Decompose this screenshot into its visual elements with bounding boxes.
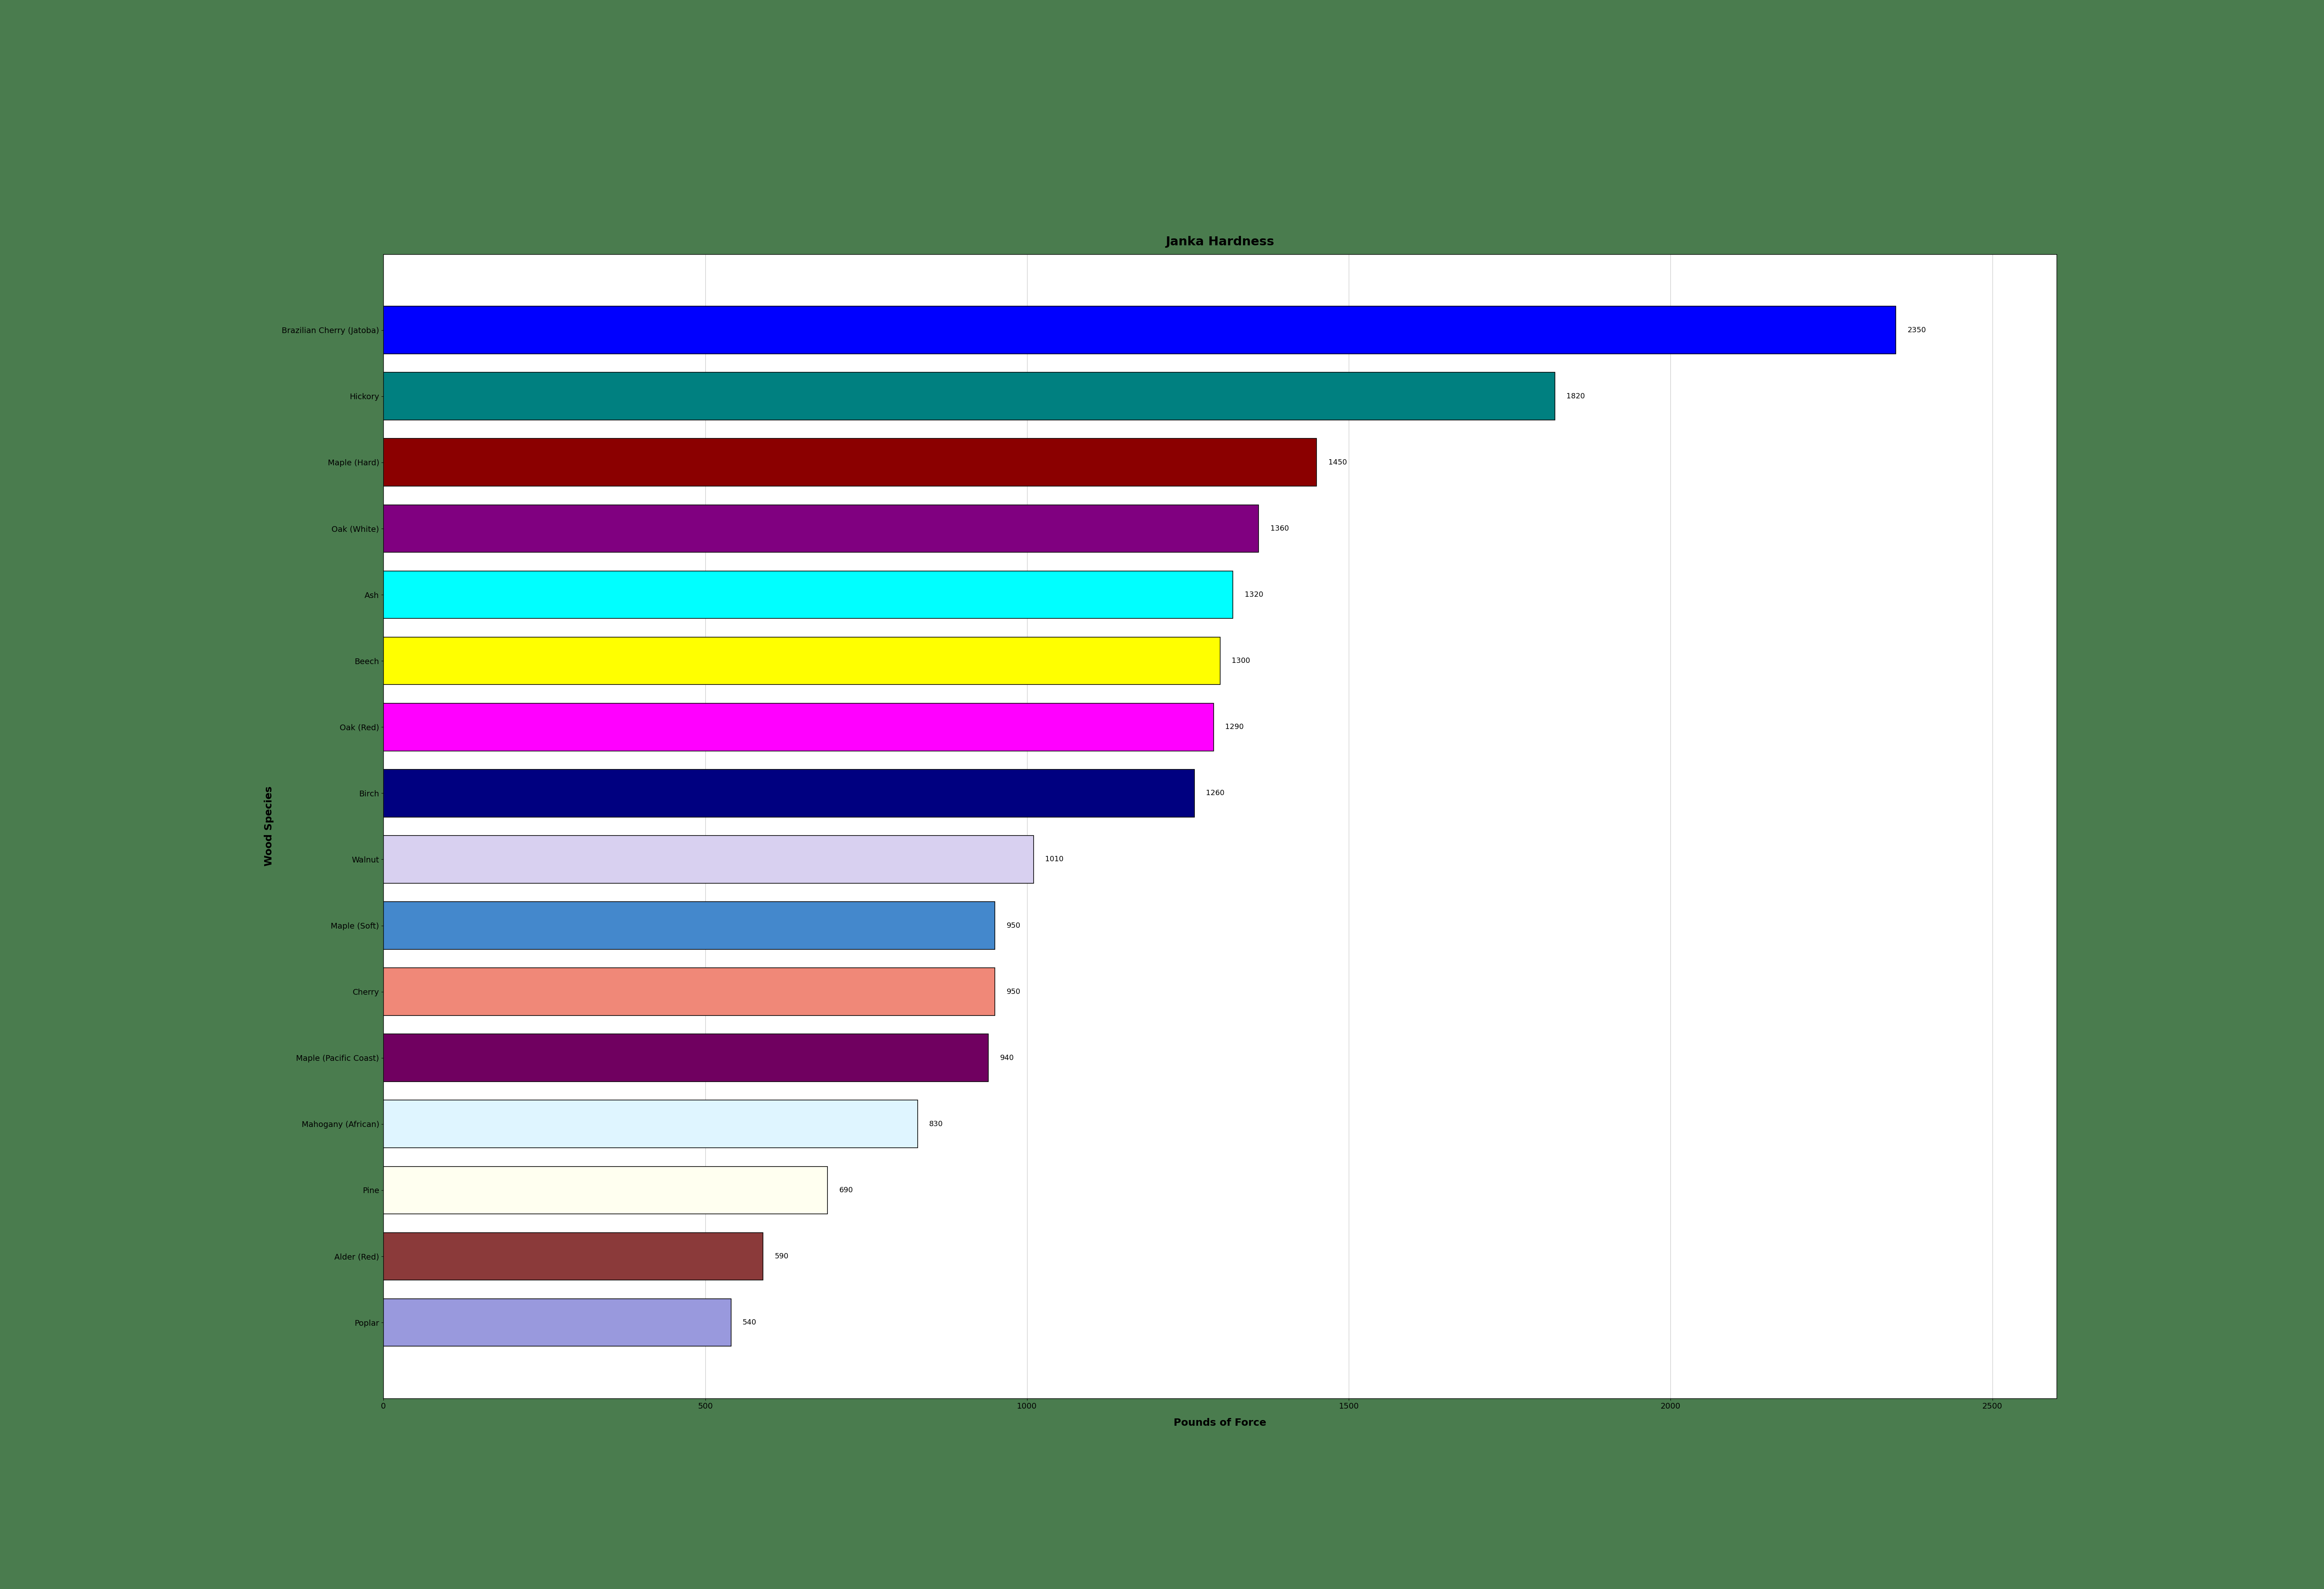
Bar bbox=[383, 1100, 918, 1147]
Bar bbox=[383, 307, 1896, 354]
Text: 540: 540 bbox=[744, 1319, 758, 1327]
Bar bbox=[383, 836, 1034, 883]
Bar bbox=[383, 1298, 732, 1346]
Text: 1320: 1320 bbox=[1246, 591, 1264, 599]
Text: 1820: 1820 bbox=[1566, 392, 1585, 400]
Text: 1450: 1450 bbox=[1329, 459, 1348, 466]
Bar bbox=[383, 1233, 762, 1281]
Text: 940: 940 bbox=[999, 1054, 1013, 1061]
Bar bbox=[383, 505, 1260, 553]
Bar bbox=[383, 439, 1318, 486]
Text: 1290: 1290 bbox=[1225, 723, 1243, 731]
Bar bbox=[383, 570, 1234, 618]
Text: 950: 950 bbox=[1006, 988, 1020, 995]
Bar bbox=[383, 769, 1195, 817]
Bar bbox=[383, 1166, 827, 1214]
Bar bbox=[383, 372, 1555, 419]
Title: Janka Hardness: Janka Hardness bbox=[1167, 235, 1274, 248]
Bar bbox=[383, 637, 1220, 685]
Bar bbox=[383, 1034, 988, 1082]
Text: 690: 690 bbox=[839, 1187, 853, 1193]
X-axis label: Pounds of Force: Pounds of Force bbox=[1174, 1417, 1267, 1429]
Text: 950: 950 bbox=[1006, 922, 1020, 930]
Text: 590: 590 bbox=[774, 1252, 788, 1260]
Text: 1300: 1300 bbox=[1232, 658, 1250, 664]
Text: 1360: 1360 bbox=[1271, 524, 1290, 532]
Bar bbox=[383, 968, 995, 1015]
Text: 830: 830 bbox=[930, 1120, 944, 1128]
Text: 1010: 1010 bbox=[1046, 856, 1064, 863]
Text: 2350: 2350 bbox=[1908, 326, 1927, 334]
Text: 1260: 1260 bbox=[1206, 790, 1225, 796]
Y-axis label: Wood Species: Wood Species bbox=[265, 787, 274, 866]
Bar bbox=[383, 704, 1213, 752]
Bar bbox=[383, 901, 995, 949]
